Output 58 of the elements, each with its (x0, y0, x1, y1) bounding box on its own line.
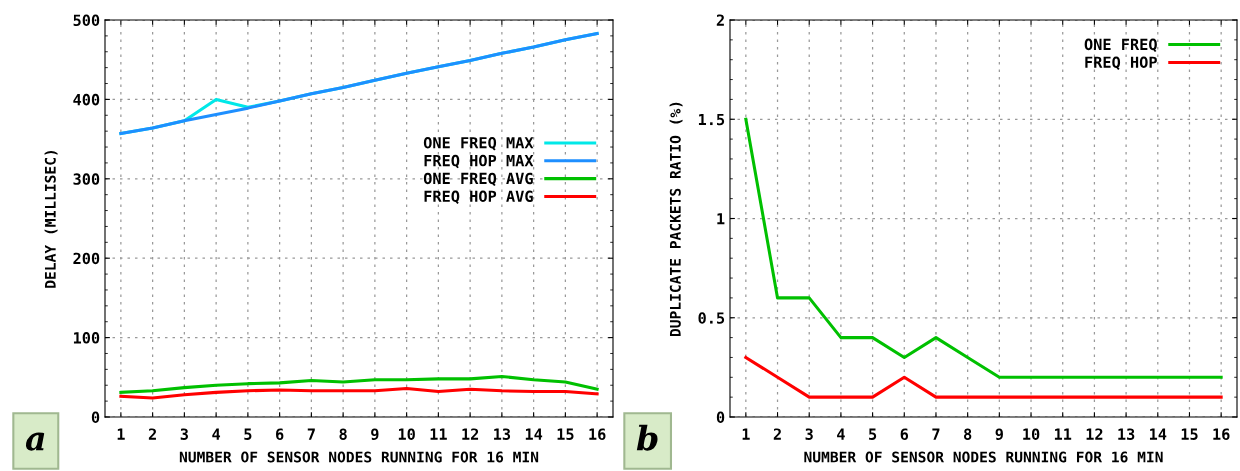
x-tick-label: 14 (1149, 428, 1167, 440)
x-tick-label: 3 (180, 428, 188, 440)
x-tick-label: 1 (117, 428, 125, 440)
y-tick-label: 500 (73, 14, 100, 27)
x-tick-label: 10 (1023, 428, 1040, 440)
x-tick-label: 2 (148, 428, 156, 440)
y-tick-label: 100 (73, 332, 100, 344)
y-tick-label: 0.5 (698, 312, 725, 324)
y-tick-label: 1.5 (698, 113, 725, 126)
x-tick-label: 3 (805, 428, 813, 440)
y-tick-label: 200 (73, 252, 100, 265)
x-tick-label: 14 (525, 428, 543, 440)
y-tick-label: 400 (73, 93, 100, 106)
x-tick-label: 16 (1213, 428, 1230, 440)
legend-label: ONE FREQ MAX (423, 136, 534, 151)
x-tick-label: 12 (462, 428, 479, 440)
x-axis-title: NUMBER OF SENSOR NODES RUNNING FOR 16 MIN (179, 451, 539, 463)
text: a (25, 432, 45, 451)
y-tick-label: 0 (91, 411, 100, 424)
x-tick-label: 8 (964, 428, 972, 440)
legend-label: ONE FREQ AVG (423, 172, 533, 187)
x-tick-label: 8 (339, 428, 347, 440)
x-tick-label: 11 (1054, 428, 1072, 440)
x-tick-label: 10 (398, 428, 415, 440)
x-axis-title: NUMBER OF SENSOR NODES RUNNING FOR 16 MIN (804, 451, 1163, 463)
x-tick-label: 13 (494, 428, 511, 440)
y-tick-label: 0 (716, 411, 725, 424)
x-tick-label: 2 (773, 428, 781, 440)
x-tick-label: 11 (430, 428, 447, 440)
x-tick-label: 5 (869, 428, 877, 440)
y-axis-title: DELAY (MILLISEC) (44, 150, 58, 288)
line-series (119, 386, 599, 400)
legend-label: FREQ HOP AVG (424, 190, 533, 204)
x-tick-label: 6 (276, 428, 284, 440)
legend-label: FREQ HOP (1085, 56, 1157, 70)
legend-label: ONE FREQ (1084, 38, 1157, 53)
x-tick-label: 1 (742, 428, 750, 440)
x-tick-label: 7 (307, 428, 315, 440)
y-tick-label: 2 (716, 14, 724, 26)
x-tick-label: 16 (589, 428, 606, 440)
x-tick-label: 9 (371, 428, 379, 441)
y-axis-title: DUPLICATE PACKETS RATIO (%) (669, 102, 683, 337)
text: b (636, 424, 658, 451)
x-tick-label: 6 (900, 428, 909, 440)
y-tick-label: 1 (717, 213, 725, 225)
x-tick-label: 5 (244, 428, 252, 440)
x-tick-label: 7 (932, 428, 940, 440)
x-tick-label: 9 (995, 428, 1003, 441)
x-tick-label: 13 (1118, 428, 1135, 440)
x-tick-label: 15 (557, 428, 574, 440)
x-tick-label: 12 (1086, 428, 1103, 440)
legend-label: FREQ HOP MAX (424, 154, 534, 169)
y-tick-label: 300 (73, 173, 100, 185)
line-series (119, 374, 599, 394)
line-series (744, 117, 1223, 379)
x-tick-label: 15 (1181, 428, 1198, 440)
x-tick-label: 4 (837, 428, 845, 440)
x-tick-label: 4 (212, 428, 221, 440)
